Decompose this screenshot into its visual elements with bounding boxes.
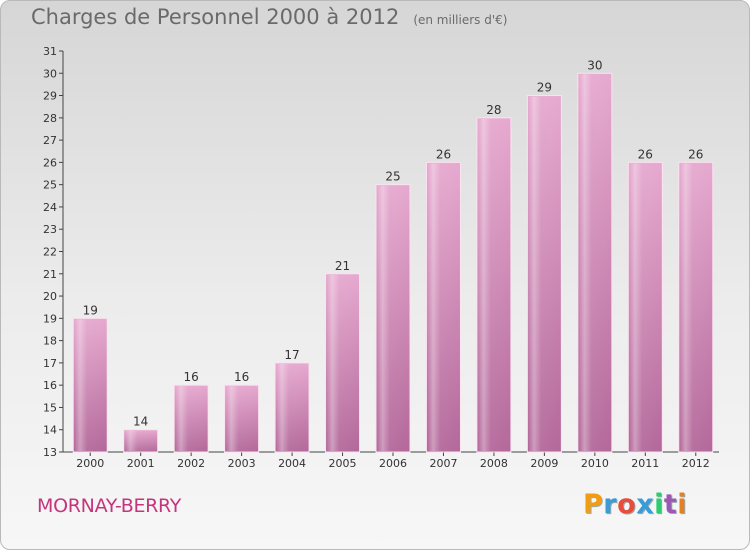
value-label-2003: 16 <box>234 370 249 384</box>
y-tick-label: 14 <box>43 424 57 437</box>
chart-subtitle: (en milliers d'€) <box>413 13 508 27</box>
y-tick-label: 20 <box>43 290 57 303</box>
bar-shine-2009 <box>528 96 561 452</box>
y-tick-label: 30 <box>43 67 57 80</box>
logo-letter: i <box>677 489 688 520</box>
axes: 13 14 15 16 17 18 19 20 21 22 23 24 25 26 27 28 29 30 31 20… <box>43 45 719 470</box>
value-label-2012: 26 <box>688 147 703 161</box>
bar-shine-2011 <box>629 163 662 451</box>
x-tick-label-2004: 2004 <box>278 457 306 470</box>
bar-shine-2004 <box>276 363 309 451</box>
value-label-2010: 30 <box>587 58 602 72</box>
y-tick-label: 15 <box>43 401 57 414</box>
value-label-2009: 29 <box>537 81 552 95</box>
bar-shine-2010 <box>578 74 611 452</box>
value-label-2004: 17 <box>284 348 299 362</box>
value-label-2002: 16 <box>184 370 199 384</box>
y-tick-label: 22 <box>43 246 57 259</box>
logo-letter: r <box>603 489 618 520</box>
bar-shine-2007 <box>427 163 460 451</box>
x-tick-label-2003: 2003 <box>228 457 256 470</box>
y-tick-label: 23 <box>43 223 57 236</box>
y-tick-label: 24 <box>43 201 57 214</box>
chart-title-text: Charges de Personnel 2000 à 2012 <box>31 5 400 29</box>
x-tick-label-2012: 2012 <box>682 457 710 470</box>
y-tick-label: 18 <box>43 335 57 348</box>
logo-letter: i <box>654 489 664 520</box>
y-tick-label: 21 <box>43 268 57 281</box>
bar-shine-2000 <box>74 319 107 451</box>
x-tick-label-2000: 2000 <box>76 457 104 470</box>
value-label-2011: 26 <box>638 147 653 161</box>
chart-title: Charges de Personnel 2000 à 2012 (en mill… <box>31 5 507 29</box>
y-tick-label: 19 <box>43 312 57 325</box>
bar-shine-2002 <box>175 386 208 451</box>
y-tick-label: 17 <box>43 357 57 370</box>
y-tick-label: 16 <box>43 379 57 392</box>
value-label-2007: 26 <box>436 147 451 161</box>
x-tick-label-2008: 2008 <box>480 457 508 470</box>
x-tick-label-2009: 2009 <box>530 457 558 470</box>
logo-letter: x <box>636 489 655 520</box>
value-labels: 19 14 16 16 17 21 25 26 28 29 30 26 26 <box>83 58 704 428</box>
value-label-2001: 14 <box>133 415 148 429</box>
bar-shine-2005 <box>326 274 359 451</box>
y-tick-label: 13 <box>43 446 57 459</box>
bar-shine-2012 <box>679 163 712 451</box>
value-label-2008: 28 <box>486 103 501 117</box>
x-tick-label-2006: 2006 <box>379 457 407 470</box>
x-tick-label-2011: 2011 <box>631 457 659 470</box>
bars <box>72 72 714 453</box>
x-tick-label-2007: 2007 <box>429 457 457 470</box>
x-tick-label-2005: 2005 <box>329 457 357 470</box>
y-tick-label: 26 <box>43 156 57 169</box>
x-tick-label-2001: 2001 <box>127 457 155 470</box>
value-label-2005: 21 <box>335 259 350 273</box>
bar-shine-2003 <box>225 386 258 451</box>
x-tick-label-2002: 2002 <box>177 457 205 470</box>
logo-letter: P <box>583 489 604 520</box>
y-tick-label: 27 <box>43 134 57 147</box>
bar-shine-2008 <box>477 118 510 451</box>
bar-shine-2006 <box>377 185 409 451</box>
y-tick-label: 25 <box>43 179 57 192</box>
city-name: MORNAY-BERRY <box>37 495 182 517</box>
value-label-2006: 25 <box>385 170 400 184</box>
x-tick-label-2010: 2010 <box>581 457 609 470</box>
bar-shine-2001 <box>124 430 157 451</box>
value-label-2000: 19 <box>83 303 98 317</box>
logo-letter: t <box>663 489 678 520</box>
proxiti-logo[interactable]: Proxiti <box>583 489 687 520</box>
y-tick-label: 29 <box>43 90 57 103</box>
y-tick-label: 28 <box>43 112 57 125</box>
y-tick-label: 31 <box>43 45 57 58</box>
logo-letter: o <box>617 489 637 520</box>
